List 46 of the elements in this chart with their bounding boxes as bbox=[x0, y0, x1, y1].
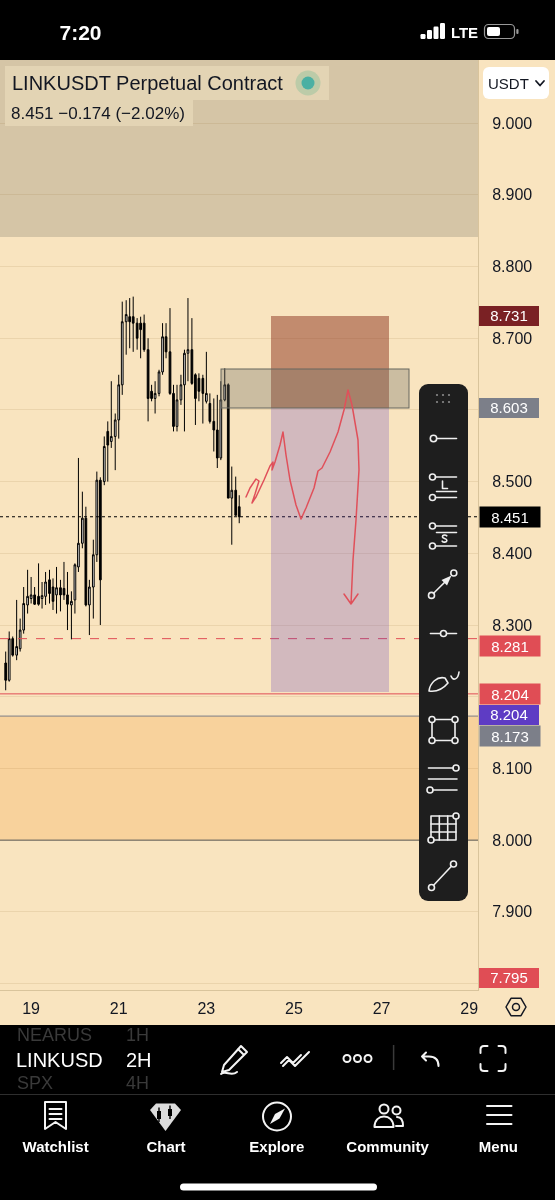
x-tick-label: 21 bbox=[109, 1000, 128, 1018]
ref-line-label: 8.204 bbox=[491, 685, 529, 703]
text: 4H bbox=[126, 1073, 150, 1093]
y-tick-label: 7.900 bbox=[492, 903, 533, 921]
ref-line-label: 8.281 bbox=[491, 637, 529, 655]
text: LTE bbox=[450, 23, 479, 40]
y-tick-label: 8.700 bbox=[492, 329, 533, 347]
candlestick bbox=[37, 562, 40, 607]
text: Explore bbox=[249, 1137, 305, 1155]
y-tick-label: 9.000 bbox=[492, 114, 533, 132]
text: Watchlist bbox=[22, 1137, 89, 1155]
candlestick bbox=[55, 566, 58, 615]
text: 2H bbox=[126, 1049, 152, 1071]
text: Chart bbox=[146, 1137, 186, 1155]
x-tick-label: 27 bbox=[372, 1000, 391, 1018]
x-tick-label: 23 bbox=[197, 1000, 216, 1018]
text: LINKUSD bbox=[16, 1049, 103, 1071]
y-tick-label: 8.000 bbox=[492, 831, 533, 849]
currency-dropdown: USDT bbox=[483, 67, 549, 99]
text: 7:20 bbox=[59, 20, 102, 44]
text: SPX bbox=[17, 1073, 54, 1093]
y-tick-label: 8.900 bbox=[492, 186, 533, 204]
subheader-panel: 8.451 −0.174 (−2.02%) bbox=[5, 100, 193, 126]
text: 1H bbox=[126, 1025, 150, 1045]
text: 8.603 bbox=[479, 398, 539, 418]
ref-line-label: 8.451 bbox=[491, 508, 529, 526]
y-tick-label: 8.400 bbox=[492, 544, 533, 562]
text: Menu bbox=[478, 1137, 518, 1155]
candlestick bbox=[139, 316, 142, 359]
y-tick-label: 8.100 bbox=[492, 760, 533, 778]
text: NEARUS bbox=[17, 1025, 93, 1045]
text: 7.795 bbox=[479, 968, 539, 988]
y-tick-label: 8.300 bbox=[492, 616, 533, 634]
x-tick-label: 29 bbox=[460, 1000, 479, 1018]
y-tick-label: 8.500 bbox=[492, 473, 533, 491]
x-tick-label: 19 bbox=[22, 1000, 41, 1018]
text: 8.731 bbox=[479, 306, 539, 326]
y-tick-label: 8.800 bbox=[492, 258, 533, 276]
candlestick bbox=[44, 571, 47, 606]
x-tick-label: 25 bbox=[285, 1000, 303, 1018]
candlestick bbox=[15, 599, 19, 661]
text: 8.204 bbox=[479, 705, 539, 725]
candlestick bbox=[131, 296, 135, 353]
ref-line-label: 8.173 bbox=[491, 727, 529, 745]
header-panel: LINKUSDT Perpetual Contract bbox=[5, 66, 329, 100]
text: Community bbox=[346, 1137, 429, 1155]
